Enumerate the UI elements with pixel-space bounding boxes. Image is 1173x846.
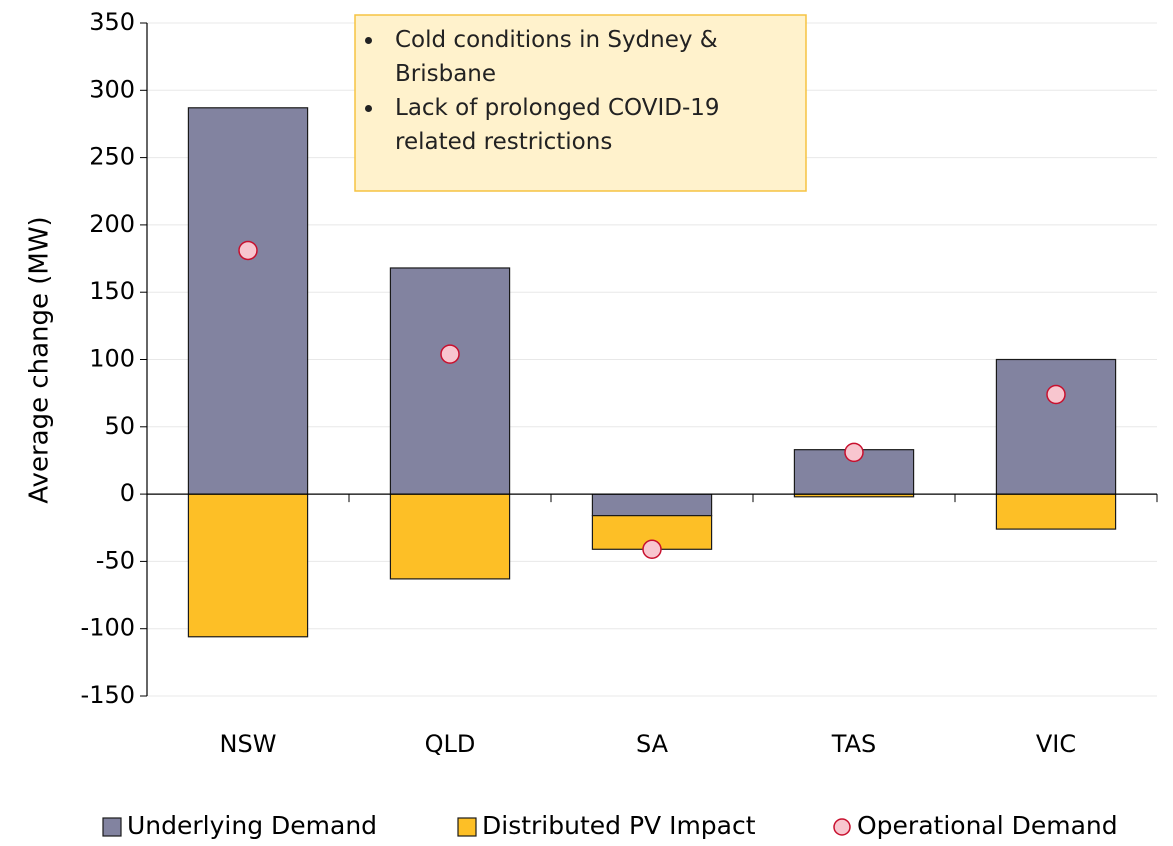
bar (995, 493, 1117, 530)
legend-swatch (457, 817, 477, 837)
x-tick-label: NSW (220, 730, 277, 758)
point (1046, 384, 1066, 405)
x-tick-label: VIC (1036, 730, 1076, 758)
y-tick-label: 100 (89, 345, 135, 373)
y-tick-label: 50 (104, 412, 135, 440)
y-tick-label: -100 (81, 614, 135, 642)
annotation: Cold conditions in Sydney & BrisbaneLack… (355, 15, 806, 191)
annotation-box (354, 14, 807, 192)
legend-swatch (102, 817, 122, 837)
bar (389, 267, 511, 495)
bar (591, 493, 713, 517)
y-tick-label: -150 (81, 681, 135, 709)
x-tick-label: QLD (425, 730, 476, 758)
y-tick-label: 150 (89, 277, 135, 305)
bar (389, 493, 511, 580)
bar (187, 493, 309, 638)
point (642, 539, 662, 560)
y-tick-label: 200 (89, 210, 135, 238)
bar (995, 358, 1117, 495)
x-tick-label: TAS (831, 730, 876, 758)
y-axis-label: Average change (MW) (25, 216, 55, 503)
y-tick-label: 0 (120, 479, 135, 507)
point (844, 442, 864, 463)
point (238, 240, 258, 261)
annotation-list: Cold conditions in Sydney & BrisbaneLack… (355, 15, 806, 159)
bar (187, 107, 309, 495)
legend-swatch (833, 818, 851, 836)
annotation-item: Cold conditions in Sydney & Brisbane (385, 23, 796, 91)
annotation-item: Lack of prolonged COVID-19 related restr… (385, 91, 796, 159)
y-tick-label: 250 (89, 143, 135, 171)
y-tick-label: 300 (89, 75, 135, 103)
x-tick-label: SA (636, 730, 669, 758)
point (440, 344, 460, 364)
y-tick-label: -50 (96, 546, 135, 574)
legend-label: Distributed PV Impact (482, 811, 756, 840)
legend-label: Operational Demand (857, 811, 1118, 840)
legend-label: Underlying Demand (127, 811, 377, 840)
y-tick-label: 350 (89, 8, 135, 36)
